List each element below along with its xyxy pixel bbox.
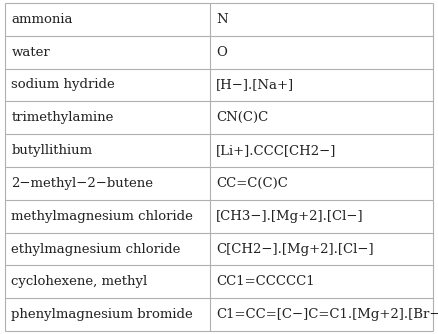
Text: water: water (11, 46, 50, 59)
Text: N: N (216, 13, 228, 26)
Text: O: O (216, 46, 227, 59)
Text: ethylmagnesium chloride: ethylmagnesium chloride (11, 242, 181, 256)
Text: [CH3−].[Mg+2].[Cl−]: [CH3−].[Mg+2].[Cl−] (216, 210, 364, 223)
Text: trimethylamine: trimethylamine (11, 111, 114, 124)
Text: cyclohexene, methyl: cyclohexene, methyl (11, 275, 148, 288)
Text: CN(C)C: CN(C)C (216, 111, 268, 124)
Text: ammonia: ammonia (11, 13, 73, 26)
Text: butyllithium: butyllithium (11, 144, 92, 157)
Text: sodium hydride: sodium hydride (11, 78, 115, 92)
Text: C[CH2−].[Mg+2].[Cl−]: C[CH2−].[Mg+2].[Cl−] (216, 242, 374, 256)
Text: CC1=CCCCC1: CC1=CCCCC1 (216, 275, 314, 288)
Text: methylmagnesium chloride: methylmagnesium chloride (11, 210, 193, 223)
Text: C1=CC=[C−]C=C1.[Mg+2].[Br−]: C1=CC=[C−]C=C1.[Mg+2].[Br−] (216, 308, 438, 321)
Text: CC=C(C)C: CC=C(C)C (216, 177, 288, 190)
Text: [Li+].CCC[CH2−]: [Li+].CCC[CH2−] (216, 144, 336, 157)
Text: phenylmagnesium bromide: phenylmagnesium bromide (11, 308, 193, 321)
Text: 2−methyl−2−butene: 2−methyl−2−butene (11, 177, 153, 190)
Text: [H−].[Na+]: [H−].[Na+] (216, 78, 294, 92)
